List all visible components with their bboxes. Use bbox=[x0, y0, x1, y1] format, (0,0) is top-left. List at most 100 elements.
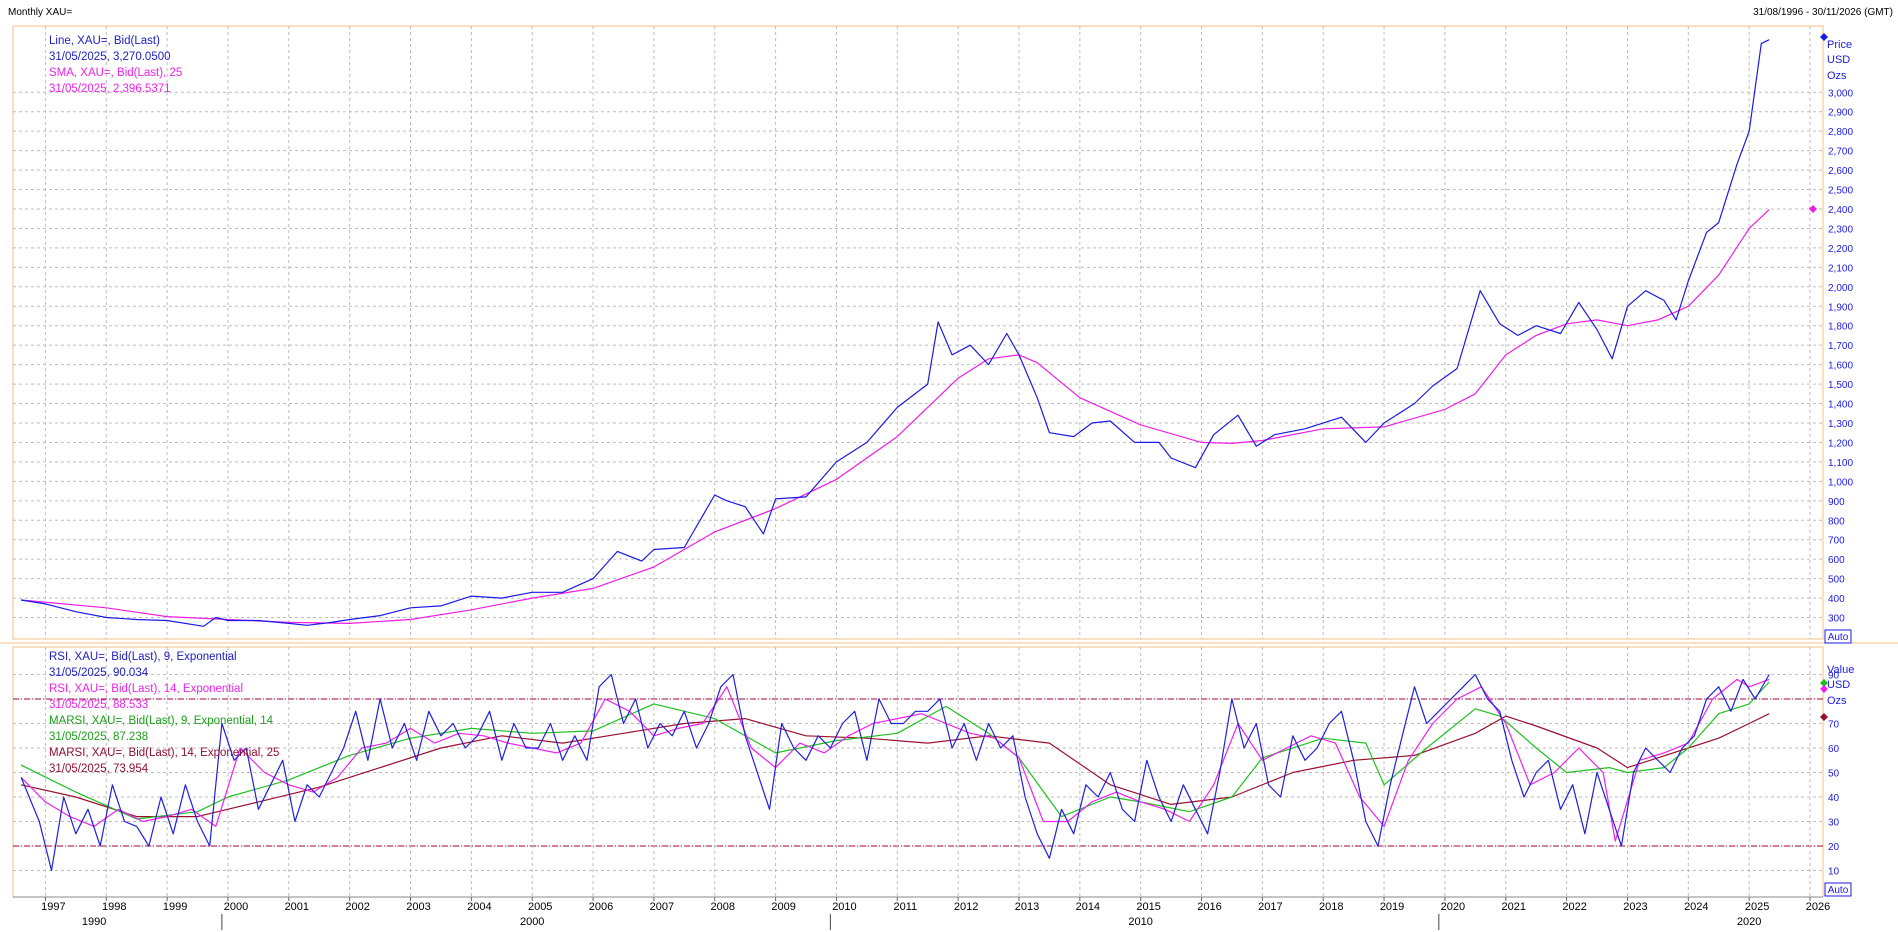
lower-tick-label: 20 bbox=[1828, 842, 1840, 853]
x-tick-label: 2016 bbox=[1197, 901, 1221, 913]
upper-tick-label: 2,200 bbox=[1828, 244, 1853, 255]
x-tick-label: 2005 bbox=[528, 901, 552, 913]
rsi14-series-marker bbox=[1820, 685, 1828, 693]
x-tick-labels: 1997 1998 1999 2000 2001 2002 2003 2004 2005 2006… bbox=[41, 897, 1830, 913]
upper-tick-label: 2,100 bbox=[1828, 263, 1853, 274]
upper-tick-label: 600 bbox=[1828, 555, 1845, 566]
lower-axis-unit: USD bbox=[1827, 679, 1850, 691]
upper-tick-label: 2,400 bbox=[1828, 205, 1853, 216]
upper-tick-label: 1,800 bbox=[1828, 322, 1853, 333]
legend-entry: RSI, XAU=, Bid(Last), 14, Exponential bbox=[49, 683, 243, 695]
lower-tick-label: 10 bbox=[1828, 867, 1840, 878]
upper-tick-label: 1,300 bbox=[1828, 419, 1853, 430]
x-decade-label: 2020 bbox=[1737, 916, 1761, 928]
marsi14-series-marker bbox=[1820, 713, 1828, 721]
upper-tick-label: 700 bbox=[1828, 536, 1845, 547]
upper-tick-label: 2,300 bbox=[1828, 224, 1853, 235]
lower-auto-scale-button[interactable] bbox=[1824, 882, 1852, 897]
lower-axis-title: Value bbox=[1827, 664, 1854, 676]
x-tick-label: 2011 bbox=[893, 901, 917, 913]
upper-tick-label: 1,500 bbox=[1828, 380, 1853, 391]
x-tick-label: 2020 bbox=[1441, 901, 1465, 913]
x-tick-label: 2024 bbox=[1684, 901, 1708, 913]
x-tick-label: 2008 bbox=[711, 901, 735, 913]
upper-tick-label: 1,400 bbox=[1828, 400, 1853, 411]
lower-tick-label: 70 bbox=[1828, 720, 1840, 731]
upper-tick-label: 1,600 bbox=[1828, 361, 1853, 372]
upper-tick-label: 1,000 bbox=[1828, 477, 1853, 488]
upper-tick-label: 300 bbox=[1828, 614, 1845, 625]
chart-title: Monthly XAU= bbox=[8, 7, 72, 18]
lower-series bbox=[20, 673, 1770, 872]
x-tick-label: 2025 bbox=[1745, 901, 1769, 913]
legend-entry: MARSI, XAU=, Bid(Last), 9, Exponential, … bbox=[49, 715, 274, 727]
upper-tick-label: 2,000 bbox=[1828, 283, 1853, 294]
upper-axis-title: Price bbox=[1827, 39, 1852, 51]
upper-tick-label: 1,900 bbox=[1828, 302, 1853, 313]
upper-tick-label: 2,600 bbox=[1828, 166, 1853, 177]
upper-y-axis: Price USD Ozs 300 400 500 600 700 800 900 1,000… bbox=[1809, 33, 1853, 644]
x-grid bbox=[44, 26, 1811, 897]
x-tick-label: 2013 bbox=[1015, 901, 1039, 913]
upper-auto-scale-button[interactable] bbox=[1824, 629, 1852, 644]
upper-tick-label: 900 bbox=[1828, 497, 1845, 508]
lower-tick-label: 40 bbox=[1828, 793, 1840, 804]
upper-legend: Line, XAU=, Bid(Last) 31/05/2025, 3,270.0… bbox=[49, 35, 182, 95]
legend-entry: 31/05/2025, 2,396.5371 bbox=[49, 83, 171, 95]
upper-tick-labels: 300 400 500 600 700 800 900 1,000 1,100 1,200 1,30… bbox=[1828, 88, 1853, 624]
lower-legend: RSI, XAU=, Bid(Last), 9, Exponential 31/0… bbox=[49, 651, 279, 775]
upper-tick-label: 2,900 bbox=[1828, 108, 1853, 119]
lower-tick-labels: 10 20 30 40 50 60 70 90 bbox=[1828, 671, 1840, 878]
lower-grid bbox=[13, 674, 1823, 871]
upper-tick-label: 3,000 bbox=[1828, 88, 1853, 99]
lower-tick-label: 60 bbox=[1828, 744, 1840, 755]
x-tick-label: 2003 bbox=[406, 901, 430, 913]
x-tick-label: 2009 bbox=[771, 901, 795, 913]
legend-entry: Line, XAU=, Bid(Last) bbox=[49, 35, 160, 47]
rsi-9-line bbox=[20, 673, 1770, 872]
upper-tick-label: 2,700 bbox=[1828, 147, 1853, 158]
x-decade-label: 1990 bbox=[82, 916, 106, 928]
upper-axis-unit2: Ozs bbox=[1827, 70, 1847, 82]
x-tick-label: 2015 bbox=[1136, 901, 1160, 913]
upper-tick-label: 1,100 bbox=[1828, 458, 1853, 469]
x-tick-label: 2007 bbox=[650, 901, 674, 913]
legend-entry: SMA, XAU=, Bid(Last), 25 bbox=[49, 67, 182, 79]
x-tick-label: 2019 bbox=[1380, 901, 1404, 913]
x-tick-label: 1997 bbox=[41, 901, 65, 913]
lower-tick-label: 90 bbox=[1828, 671, 1840, 682]
x-tick-label: 2010 bbox=[832, 901, 856, 913]
legend-entry: MARSI, XAU=, Bid(Last), 14, Exponential,… bbox=[49, 747, 279, 759]
x-tick-label: 2022 bbox=[1562, 901, 1586, 913]
x-tick-label: 1999 bbox=[163, 901, 187, 913]
x-tick-label: 2021 bbox=[1502, 901, 1526, 913]
sma-25-line bbox=[21, 209, 1770, 625]
price-line bbox=[21, 39, 1770, 627]
x-tick-label: 2017 bbox=[1258, 901, 1282, 913]
x-tick-label: 2023 bbox=[1623, 901, 1647, 913]
date-range: 31/08/1996 - 30/11/2026 (GMT) bbox=[1753, 7, 1893, 18]
x-tick-label: 2001 bbox=[285, 901, 309, 913]
x-tick-label: 2000 bbox=[224, 901, 248, 913]
upper-tick-label: 2,800 bbox=[1828, 127, 1853, 138]
x-tick-label: 2026 bbox=[1806, 901, 1830, 913]
upper-tick-label: 400 bbox=[1828, 594, 1845, 605]
legend-entry: 31/05/2025, 90.034 bbox=[49, 667, 149, 679]
x-tick-label: 2004 bbox=[467, 901, 491, 913]
lower-axis-unit2: Ozs bbox=[1827, 695, 1847, 707]
marsi-14-line bbox=[20, 713, 1770, 818]
upper-tick-label: 1,700 bbox=[1828, 341, 1853, 352]
legend-entry: RSI, XAU=, Bid(Last), 9, Exponential bbox=[49, 651, 237, 663]
upper-axis-unit: USD bbox=[1827, 54, 1850, 66]
upper-tick-label: 500 bbox=[1828, 575, 1845, 586]
legend-entry: 31/05/2025, 88.533 bbox=[49, 699, 148, 711]
lower-tick-label: 50 bbox=[1828, 769, 1840, 780]
marsi9-series-marker bbox=[1820, 679, 1828, 687]
upper-panel-frame bbox=[12, 25, 1824, 640]
legend-entry: 31/05/2025, 87.238 bbox=[49, 731, 148, 743]
upper-tick-label: 800 bbox=[1828, 516, 1845, 527]
legend-entry: 31/05/2025, 3,270.0500 bbox=[49, 51, 171, 63]
price-series-marker bbox=[1820, 33, 1828, 41]
